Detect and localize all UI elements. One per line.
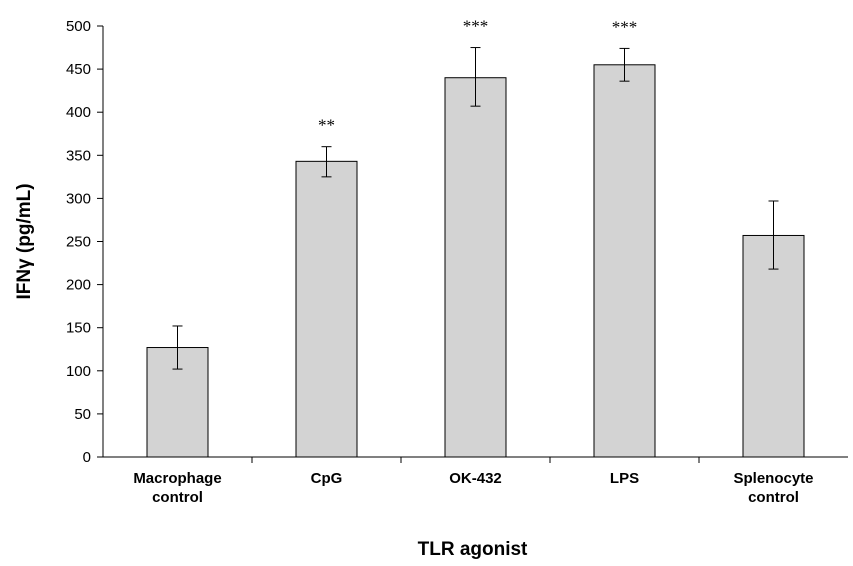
y-tick-label: 500 xyxy=(66,18,91,35)
x-tick-label-line: control xyxy=(152,489,203,506)
x-tick-label: LPS xyxy=(610,470,639,487)
x-tick-label-line: OK-432 xyxy=(449,470,502,487)
y-tick-label: 250 xyxy=(66,234,91,251)
y-tick-label: 150 xyxy=(66,320,91,337)
significance-label: ** xyxy=(318,116,335,135)
y-tick-label: 400 xyxy=(66,104,91,121)
bar xyxy=(295,160,358,458)
y-tick-label: 0 xyxy=(83,449,91,466)
x-tick-label: CpG xyxy=(311,470,343,487)
significance-label: *** xyxy=(463,17,489,36)
y-tick-label: 300 xyxy=(66,190,91,207)
bar xyxy=(742,234,805,458)
x-axis-title: TLR agonist xyxy=(418,539,528,560)
x-tick-label-line: Macrophage xyxy=(133,470,221,487)
x-tick-label: Macrophage control xyxy=(133,470,221,506)
y-axis-title: IFNγ (pg/mL) xyxy=(14,183,35,299)
bars: ***** *** xyxy=(146,17,805,458)
x-tick-label-line: CpG xyxy=(311,470,343,487)
bar xyxy=(444,77,507,458)
x-tick-label: OK-432 xyxy=(449,470,502,487)
y-tick-label: 450 xyxy=(66,61,91,78)
y-tick-label: 100 xyxy=(66,363,91,380)
y-tick-label: 350 xyxy=(66,147,91,164)
x-tick-label-line: control xyxy=(748,489,799,506)
axes: 0 50 100 150 200 250 300 350 400 450 500 Macrophage… xyxy=(66,18,848,506)
x-tick-label-line: LPS xyxy=(610,470,639,487)
bar xyxy=(593,64,656,458)
x-tick-label: Splenocyte control xyxy=(733,470,813,506)
y-tick-label: 200 xyxy=(66,277,91,294)
significance-label: *** xyxy=(612,17,638,36)
y-tick-label: 50 xyxy=(74,406,91,423)
x-tick-label-line: Splenocyte xyxy=(733,470,813,487)
